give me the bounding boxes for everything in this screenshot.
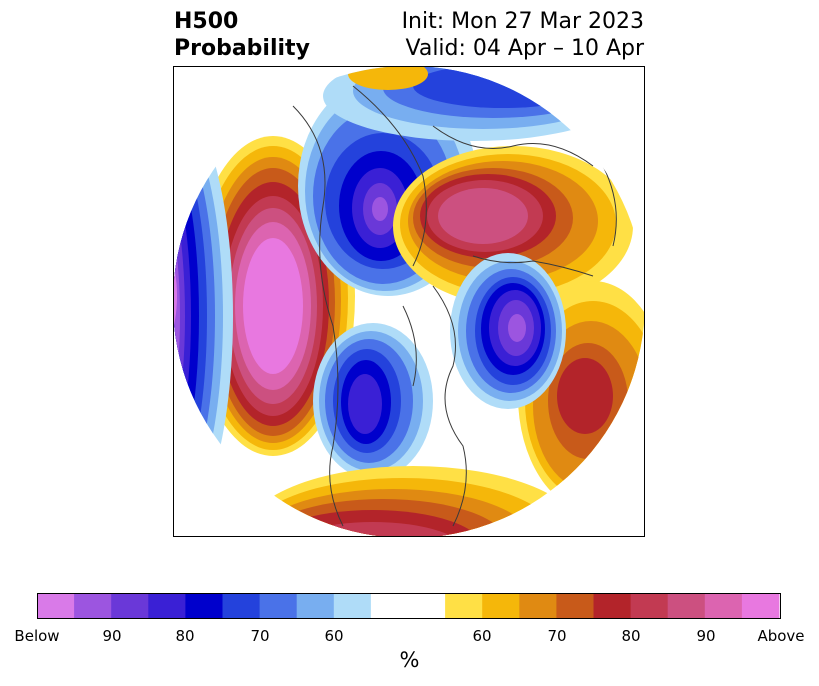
colorbar-cell [259, 593, 298, 619]
colorbar-cell [445, 593, 483, 619]
colorbar-cell [370, 593, 446, 619]
title-left: H500 Probability [174, 8, 310, 62]
colorbar-cell [630, 593, 669, 619]
coastlines [292, 85, 617, 527]
colorbar-tick-label: 80 [621, 627, 641, 645]
probability-map [173, 66, 645, 537]
init-date: Init: Mon 27 Mar 2023 [401, 9, 644, 34]
colorbar-cell [667, 593, 706, 619]
colorbar-tick-label: 90 [696, 627, 716, 645]
colorbar-tick-label: Below [14, 627, 60, 645]
colorbar-cell [741, 593, 780, 619]
colorbar-cell [37, 593, 75, 619]
anomaly-ridge-siberia [393, 146, 633, 306]
title-right: Init: Mon 27 Mar 2023 Valid: 04 Apr – 10… [402, 8, 644, 62]
colorbar-tick-label: 80 [175, 627, 195, 645]
colorbar-cell [74, 593, 112, 619]
colorbar-cell [704, 593, 743, 619]
colorbar [37, 593, 781, 619]
colorbar-cell [111, 593, 149, 619]
colorbar-unit: % [399, 648, 420, 672]
anomaly-trough-north-america [313, 323, 433, 479]
colorbar-cell [482, 593, 520, 619]
colorbar-frame [37, 593, 781, 619]
colorbar-tick-label: Above [757, 627, 805, 645]
colorbar-cell [148, 593, 186, 619]
valid-range: Valid: 04 Apr – 10 Apr [405, 36, 645, 61]
colorbar-cell [222, 593, 260, 619]
anomaly-trough-greenland-sea [450, 253, 566, 409]
colorbar-tick-label: 70 [547, 627, 567, 645]
colorbar-cell [296, 593, 335, 619]
title-product: Probability [174, 36, 310, 61]
colorbar-tick-label: 60 [324, 627, 344, 645]
colorbar-cell [556, 593, 594, 619]
colorbar-cell [333, 593, 372, 619]
colorbar-tick-label: 60 [472, 627, 492, 645]
colorbar-cell [185, 593, 223, 619]
colorbar-tick-label: 70 [250, 627, 270, 645]
map-frame [173, 66, 645, 537]
title-variable: H500 [174, 9, 239, 34]
colorbar-cell [593, 593, 631, 619]
colorbar-cell [519, 593, 557, 619]
colorbar-tick-label: 90 [102, 627, 122, 645]
